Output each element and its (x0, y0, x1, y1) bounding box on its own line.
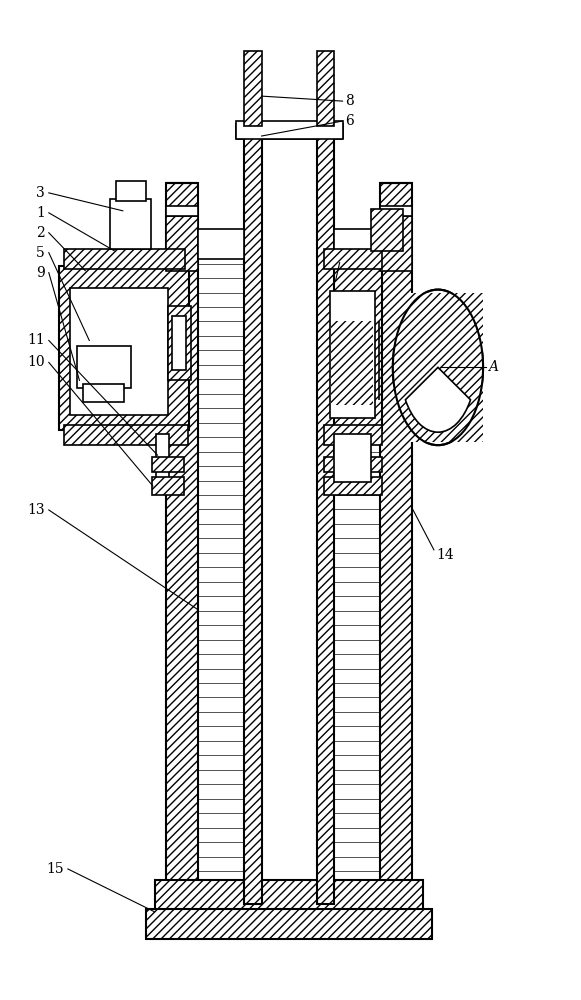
Bar (371, 209, 403, 251)
Bar (64, 249, 185, 269)
Bar (393, 293, 483, 442)
Bar (324, 266, 382, 430)
Text: A: A (488, 360, 498, 374)
Bar (110, 199, 150, 249)
Bar (116, 181, 146, 201)
Circle shape (393, 290, 483, 445)
Text: 2: 2 (36, 226, 45, 240)
Bar (146, 909, 432, 939)
Bar (330, 291, 375, 418)
Bar (198, 183, 380, 881)
Bar (331, 321, 372, 405)
Text: 5: 5 (36, 246, 45, 260)
Bar (244, 126, 261, 904)
Text: 14: 14 (436, 548, 454, 562)
Bar (235, 121, 343, 139)
Bar (168, 306, 191, 380)
Text: 10: 10 (27, 355, 45, 369)
Text: 9: 9 (36, 266, 45, 280)
Text: 8: 8 (346, 94, 354, 108)
Bar (324, 457, 382, 472)
Bar (64, 425, 188, 445)
Bar (77, 346, 131, 388)
Text: 6: 6 (346, 114, 354, 128)
Bar (166, 206, 198, 216)
Bar (324, 249, 382, 269)
Bar (152, 477, 184, 495)
Bar (380, 206, 412, 216)
Bar (324, 425, 382, 445)
Bar (317, 126, 334, 904)
Bar (166, 183, 198, 881)
Bar (152, 457, 184, 472)
Bar (70, 288, 168, 415)
Bar (324, 477, 382, 495)
Text: 11: 11 (27, 333, 45, 347)
Text: 3: 3 (36, 186, 45, 200)
Text: 15: 15 (46, 862, 64, 876)
Wedge shape (406, 367, 471, 432)
Bar (156, 434, 169, 482)
Bar (380, 183, 412, 881)
Bar (331, 321, 372, 405)
Bar (155, 880, 424, 912)
Bar (172, 316, 187, 370)
Bar (334, 229, 380, 259)
Bar (380, 216, 412, 271)
Bar (261, 126, 317, 904)
Bar (59, 266, 189, 430)
Bar (334, 434, 371, 482)
Bar (84, 384, 124, 402)
Bar (166, 216, 198, 271)
Bar (317, 51, 334, 126)
Text: 7: 7 (342, 252, 350, 266)
Bar (261, 51, 317, 126)
Bar (244, 51, 261, 126)
Text: 1: 1 (36, 206, 45, 220)
Bar (198, 229, 244, 259)
Text: 13: 13 (27, 503, 45, 517)
